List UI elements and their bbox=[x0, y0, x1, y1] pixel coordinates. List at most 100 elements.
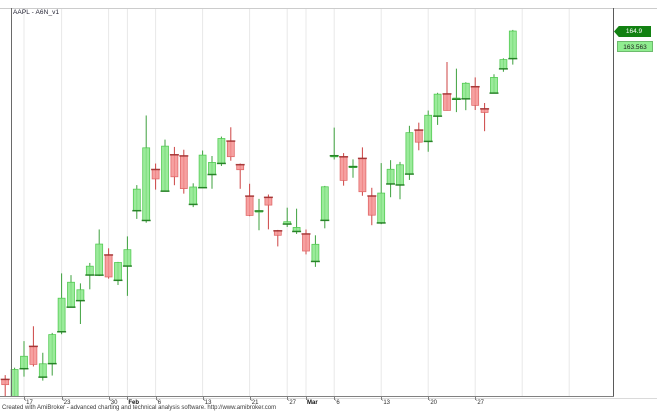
candle-body bbox=[1, 379, 10, 386]
open-tick bbox=[235, 163, 245, 166]
candle-body bbox=[320, 186, 329, 221]
candle-body bbox=[67, 281, 75, 308]
candlestick-bar[interactable] bbox=[169, 146, 179, 186]
x-axis-label: '27 bbox=[476, 400, 485, 406]
candlestick-bar[interactable] bbox=[339, 153, 349, 186]
candlestick-bar[interactable] bbox=[320, 185, 330, 229]
candlestick-bar[interactable] bbox=[207, 156, 217, 189]
candlestick-bar[interactable] bbox=[75, 283, 85, 325]
time-axis[interactable]: '17 '23 '30 Feb '6 '13 '21 '27 Mar '6 '13 '20 '27 bbox=[0, 396, 657, 410]
candlestick-bar[interactable] bbox=[198, 150, 208, 189]
candle-body bbox=[433, 93, 442, 117]
open-tick bbox=[104, 254, 114, 256]
candle-body bbox=[179, 155, 188, 189]
candle-body bbox=[377, 192, 386, 224]
open-tick bbox=[386, 183, 396, 185]
candlestick-bar[interactable] bbox=[301, 229, 311, 255]
x-axis-tick bbox=[334, 397, 336, 400]
candlestick-bar[interactable] bbox=[235, 163, 245, 189]
candlestick-bar[interactable] bbox=[47, 332, 57, 376]
candle-body bbox=[226, 140, 235, 158]
open-tick bbox=[0, 378, 10, 381]
x-axis-tick bbox=[381, 397, 383, 400]
price-axis-border bbox=[613, 8, 614, 397]
x-axis-tick bbox=[61, 397, 63, 400]
candle-body bbox=[424, 114, 433, 142]
candle-body bbox=[490, 77, 498, 94]
candlestick-bar[interactable] bbox=[348, 159, 358, 178]
candlestick-bar[interactable] bbox=[329, 127, 339, 160]
candlestick-bar[interactable] bbox=[508, 29, 518, 65]
open-tick bbox=[85, 274, 95, 276]
x-axis-tick bbox=[108, 397, 110, 400]
candlestick-bar[interactable] bbox=[376, 163, 386, 225]
candle-body bbox=[245, 195, 254, 216]
candle-body bbox=[461, 82, 470, 100]
candle-body bbox=[104, 254, 113, 278]
open-tick bbox=[75, 299, 85, 302]
candlestick-bar[interactable] bbox=[38, 352, 48, 381]
open-tick bbox=[489, 92, 499, 94]
candlestick-bar[interactable] bbox=[104, 248, 114, 279]
candlestick-bar[interactable] bbox=[414, 122, 424, 151]
candlestick-bar[interactable] bbox=[395, 161, 405, 200]
candlestick-bar[interactable] bbox=[216, 136, 226, 167]
candlestick-bar[interactable] bbox=[263, 194, 273, 230]
candlestick-bar[interactable] bbox=[254, 198, 264, 231]
open-tick bbox=[122, 265, 132, 267]
candlestick-bar[interactable] bbox=[28, 326, 38, 367]
candlestick-bar[interactable] bbox=[160, 139, 170, 192]
candlestick-bar[interactable] bbox=[132, 185, 142, 219]
open-tick bbox=[28, 345, 38, 348]
candlestick-bar[interactable] bbox=[292, 208, 302, 234]
candlestick-bar[interactable] bbox=[57, 273, 67, 335]
candlestick-bar[interactable] bbox=[386, 160, 396, 198]
open-tick bbox=[498, 68, 508, 70]
candle-body bbox=[151, 169, 160, 180]
candle-body bbox=[311, 243, 320, 262]
candlestick-bar[interactable] bbox=[404, 125, 414, 180]
candle-body bbox=[161, 145, 169, 192]
candlestick-bar[interactable] bbox=[442, 62, 452, 111]
candlestick-bar[interactable] bbox=[122, 236, 132, 296]
open-tick bbox=[94, 274, 104, 276]
candlestick-bar[interactable] bbox=[282, 207, 292, 227]
open-tick bbox=[188, 203, 198, 206]
candlestick-bar[interactable] bbox=[0, 375, 10, 407]
candlestick-bar[interactable] bbox=[367, 187, 377, 226]
candlestick-bar[interactable] bbox=[480, 103, 490, 132]
candlestick-bar[interactable] bbox=[19, 341, 29, 377]
candle-body bbox=[95, 243, 104, 276]
candlestick-bar[interactable] bbox=[423, 110, 433, 152]
candlestick-bar[interactable] bbox=[498, 58, 508, 72]
candle-body bbox=[114, 262, 122, 281]
candlestick-bar[interactable] bbox=[141, 115, 151, 223]
plot-left-border bbox=[11, 8, 12, 396]
candlestick-bar[interactable] bbox=[179, 149, 189, 194]
candle-body bbox=[471, 86, 480, 106]
open-tick bbox=[301, 233, 311, 235]
open-tick bbox=[423, 140, 433, 143]
open-tick bbox=[404, 173, 414, 175]
candlestick-bar[interactable] bbox=[94, 229, 104, 277]
candlestick-bar[interactable] bbox=[461, 82, 471, 111]
open-tick bbox=[216, 162, 226, 165]
candlestick-bar[interactable] bbox=[273, 229, 283, 247]
open-tick bbox=[19, 367, 29, 370]
candlestick-bar[interactable] bbox=[489, 74, 499, 94]
candlestick-bar[interactable] bbox=[188, 183, 198, 208]
candlestick-bar[interactable] bbox=[310, 235, 320, 267]
candlestick-bar[interactable] bbox=[451, 68, 461, 113]
candlestick-bar[interactable] bbox=[66, 275, 76, 308]
candlestick-bar[interactable] bbox=[113, 261, 123, 286]
candlestick-bar[interactable] bbox=[226, 127, 236, 161]
candlestick-bar[interactable] bbox=[85, 262, 95, 290]
candlestick-bar[interactable] bbox=[433, 92, 443, 125]
candlestick-bar[interactable] bbox=[470, 77, 480, 110]
x-axis-label: '27 bbox=[288, 400, 297, 406]
candlestick-bar[interactable] bbox=[151, 163, 161, 190]
open-tick bbox=[113, 279, 123, 282]
candlestick-bar[interactable] bbox=[245, 183, 255, 217]
candlestick-bar[interactable] bbox=[357, 147, 367, 196]
